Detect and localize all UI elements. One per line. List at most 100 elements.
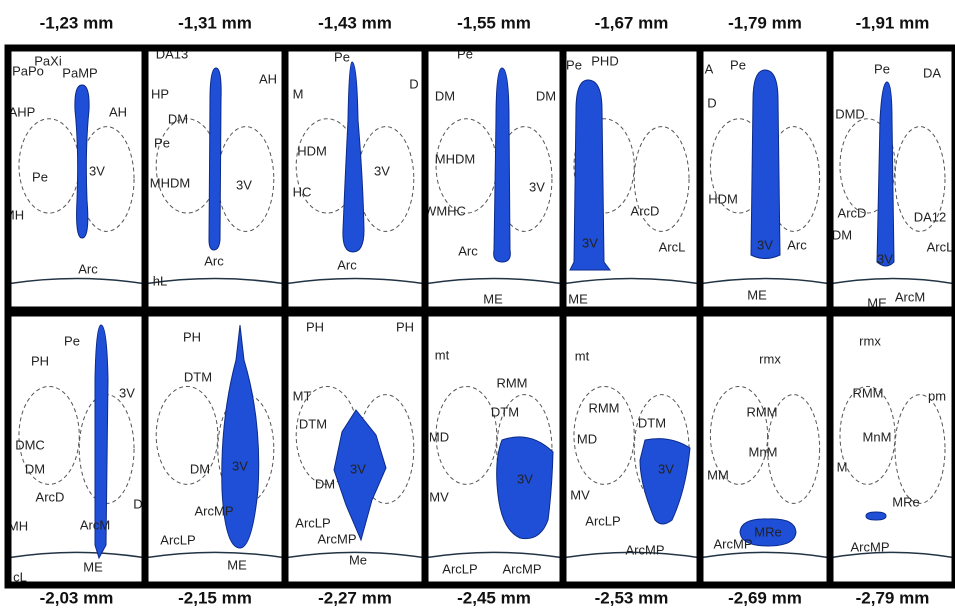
region-label: 3V <box>877 251 893 266</box>
region-label: MRe <box>892 494 919 509</box>
region-label: M <box>837 459 848 474</box>
section-label: -1,43 mm <box>318 13 392 32</box>
region-label: MM <box>707 467 729 482</box>
panel-background <box>830 313 955 585</box>
region-label: HDM <box>297 143 327 158</box>
region-label: 3V <box>658 461 674 476</box>
region-label: D <box>133 496 142 511</box>
region-label: ArcMP <box>195 503 234 518</box>
region-label: MHDM <box>150 175 190 190</box>
region-label: ArcLP <box>442 561 477 576</box>
region-label: DTM <box>638 415 666 430</box>
region-label: Pe <box>32 169 48 184</box>
region-label: ArcM <box>895 289 925 304</box>
region-label: DTM <box>184 369 212 384</box>
region-label: AHP <box>9 104 36 119</box>
section-label: -2,69 mm <box>728 588 802 607</box>
region-label: PaMP <box>62 65 97 80</box>
region-label: 3V <box>517 471 533 486</box>
section-label: -1,23 mm <box>40 13 114 32</box>
region-label: ArcL <box>659 239 686 254</box>
region-label: D <box>409 76 418 91</box>
region-label: DM <box>168 111 188 126</box>
region-label: A <box>705 61 714 76</box>
region-label: ArcM <box>80 517 110 532</box>
region-label: pm <box>928 388 946 403</box>
region-label: MV <box>429 489 449 504</box>
region-label: AH <box>109 104 127 119</box>
section-label: -1,91 mm <box>856 13 930 32</box>
region-label: RMM <box>588 400 619 415</box>
section-label: -1,55 mm <box>457 13 531 32</box>
region-label: DA12 <box>914 209 947 224</box>
region-label: DM <box>832 227 852 242</box>
section-label: -2,45 mm <box>457 588 531 607</box>
region-label: Pe <box>566 57 582 72</box>
region-label: Arc <box>787 237 807 252</box>
third-ventricle <box>866 512 886 520</box>
section-label: -2,03 mm <box>40 588 114 607</box>
region-label: 3V <box>374 163 390 178</box>
third-ventricle <box>209 68 221 250</box>
region-label: hL <box>153 273 167 288</box>
region-label: AH <box>259 71 277 86</box>
region-label: MT <box>293 388 312 403</box>
region-label: Me <box>349 552 367 567</box>
region-label: RMM <box>496 375 527 390</box>
region-label: mt <box>575 348 590 363</box>
region-label: rmx <box>859 333 881 348</box>
region-label: DMD <box>835 106 865 121</box>
panel-background <box>8 48 145 310</box>
region-label: MnM <box>749 444 778 459</box>
region-label: ArcLP <box>160 532 195 547</box>
panel: rmxRMMpmMnMMMReArcMP-2,79 mm <box>830 313 955 607</box>
region-label: ArcMP <box>714 536 753 551</box>
region-label: ArcMP <box>318 531 357 546</box>
region-label: 3V <box>350 461 366 476</box>
region-label: MV <box>570 487 590 502</box>
region-label: DM <box>25 461 45 476</box>
region-label: PH <box>306 319 324 334</box>
region-label: 3V <box>236 177 252 192</box>
region-label: ArcLP <box>295 515 330 530</box>
region-label: Pe <box>334 49 350 64</box>
region-label: HP <box>151 86 169 101</box>
region-label: ME <box>747 287 767 302</box>
region-label: ArcD <box>838 205 867 220</box>
region-label: PH <box>396 319 414 334</box>
region-label: MD <box>577 431 597 446</box>
region-label: 3V <box>89 163 105 178</box>
region-label: HDM <box>708 191 738 206</box>
region-label: M <box>293 86 304 101</box>
region-label: Pe <box>730 57 746 72</box>
region-label: PaPo <box>12 63 44 78</box>
region-label: MRe <box>754 524 781 539</box>
region-label: DM <box>536 88 556 103</box>
region-label: Pe <box>874 61 890 76</box>
region-label: Arc <box>78 261 98 276</box>
region-label: WMHC <box>424 203 466 218</box>
region-label: MHDM <box>435 151 475 166</box>
section-label: -2,27 mm <box>318 588 392 607</box>
region-label: ME <box>83 559 103 574</box>
region-label: Arc <box>204 253 224 268</box>
region-label: DTM <box>491 404 519 419</box>
section-label: -1,79 mm <box>728 13 802 32</box>
panel: DA13HPDMAHPeMHDM3VArchL-1,31 mm <box>145 13 285 310</box>
region-label: Arc <box>337 257 357 272</box>
section-label: -2,79 mm <box>856 588 930 607</box>
region-label: 3V <box>582 235 598 250</box>
region-label: ArcMP <box>626 542 665 557</box>
region-label: ArcD <box>36 489 65 504</box>
figure: PaXiPaPoPaMPAHPAHPe3VMHArc-1,23 mmDA13HP… <box>0 0 955 610</box>
section-label: -1,31 mm <box>178 13 252 32</box>
